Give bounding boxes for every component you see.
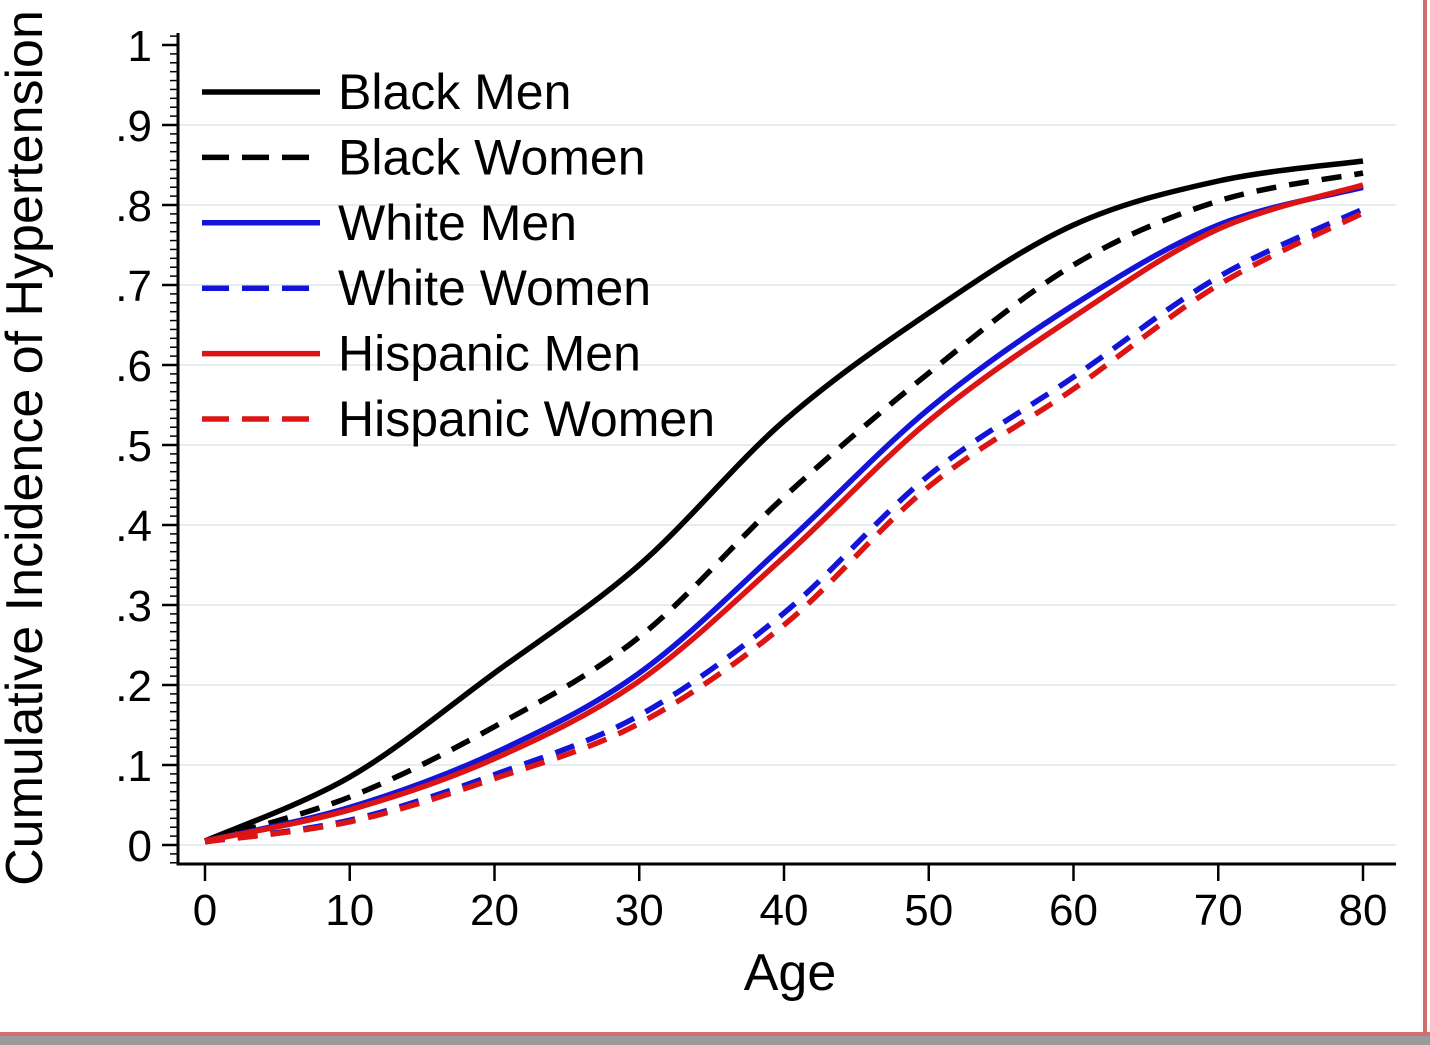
x-tick-label: 80 (1339, 886, 1388, 935)
y-tick-label: .7 (115, 262, 152, 311)
legend-label: White Men (338, 195, 577, 251)
legend-label: Hispanic Women (338, 391, 715, 447)
x-tick-label: 60 (1049, 886, 1098, 935)
series-line-black-women (204, 170, 1364, 844)
y-tick-label: .1 (115, 742, 152, 791)
y-tick-label: 1 (128, 22, 152, 71)
legend-label: White Women (338, 260, 651, 316)
y-tick-label: .3 (115, 582, 152, 631)
y-tick-label: .5 (115, 422, 152, 471)
axes-layer: 0.1.2.3.4.5.6.7.8.910 10 20 30 40 50 60 70 80 (115, 22, 1396, 935)
window-bottom-shadow (0, 1036, 1430, 1045)
legend-label: Hispanic Men (338, 326, 641, 382)
x-tick-label: 40 (760, 886, 809, 935)
x-tick-label: 10 (325, 886, 374, 935)
y-tick-label: .8 (115, 182, 152, 231)
series-layer (203, 158, 1365, 845)
legend-label: Black Men (338, 64, 571, 120)
window-bottom-border (0, 1032, 1430, 1036)
y-tick-label: .2 (115, 662, 152, 711)
window-right-border (1423, 0, 1427, 1036)
x-tick-label: 30 (615, 886, 664, 935)
x-tick-label: 20 (470, 886, 519, 935)
x-axis-title: Age (744, 944, 837, 1002)
legend-label: Black Women (338, 129, 646, 185)
x-tick-label: 0 (193, 886, 217, 935)
legend-item-white-women: White Women (202, 260, 651, 316)
x-tick-label: 50 (904, 886, 953, 935)
series-line-hispanic-women (204, 210, 1365, 845)
y-axis-title: Cumulative Incidence of Hypertension (0, 10, 54, 886)
y-tick-label: 0 (128, 822, 152, 871)
y-tick-label: .4 (115, 502, 152, 551)
series-line-white-men (204, 184, 1364, 844)
legend-item-hispanic-men: Hispanic Men (202, 326, 641, 382)
y-tick-label: .6 (115, 342, 152, 391)
legend-item-hispanic-women: Hispanic Women (202, 391, 715, 447)
legend-item-white-men: White Men (202, 195, 577, 251)
legend-item-black-men: Black Men (202, 64, 571, 120)
series-line-hispanic-men (204, 182, 1364, 844)
legend-item-black-women: Black Women (202, 129, 646, 185)
y-tick-label: .9 (115, 102, 152, 151)
x-tick-label: 70 (1194, 886, 1243, 935)
series-line-black-men (203, 158, 1364, 844)
gridlines-layer (179, 124, 1396, 846)
legend: Black Men Black Women White Men White Women… (202, 64, 715, 447)
